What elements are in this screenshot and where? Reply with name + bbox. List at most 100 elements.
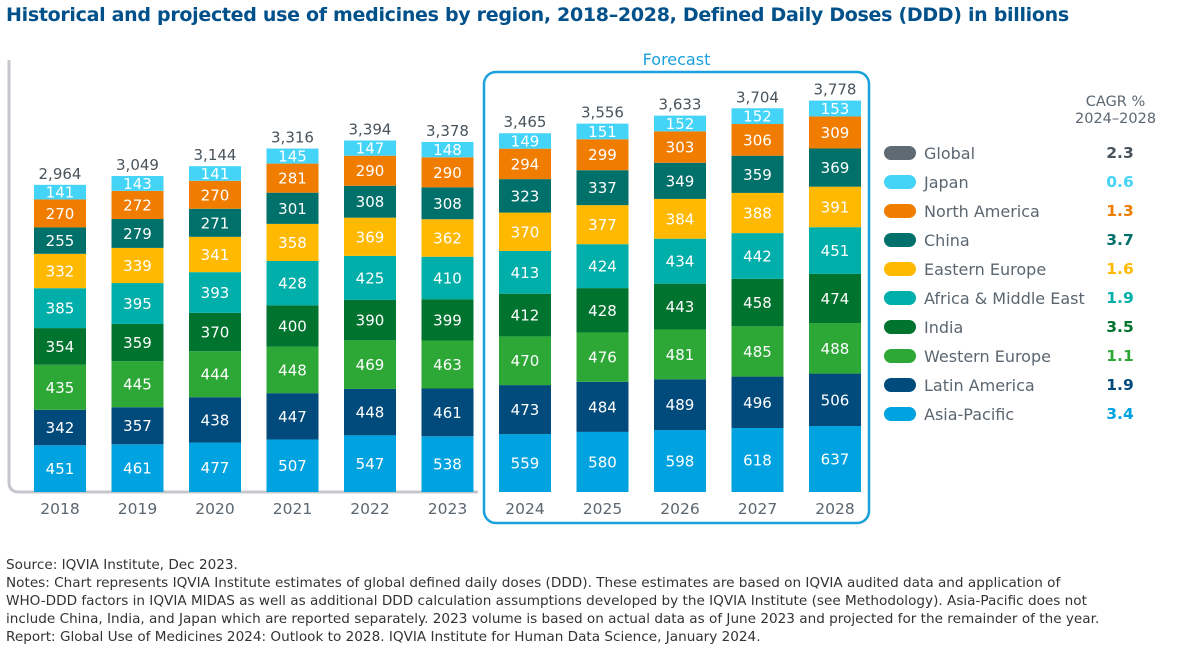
segment-label: 470: [511, 352, 540, 370]
bar-segment-asia-pacific: [111, 444, 164, 492]
segment-label: 270: [201, 186, 230, 204]
bar-segment-japan: [576, 123, 629, 140]
bar-segment-china: [421, 187, 474, 220]
segment-label: 451: [821, 242, 850, 260]
x-tick-label: 2020: [195, 500, 234, 518]
bar-segment-latin-america: [111, 407, 164, 445]
legend-item: Asia-Pacific 3.4: [884, 404, 1180, 424]
cagr-value: 1.3: [1106, 202, 1134, 220]
bar-segment-china: [111, 219, 164, 248]
segment-label: 412: [511, 307, 540, 325]
segment-label: 448: [356, 404, 385, 422]
bar-segment-north-america: [809, 116, 861, 149]
bar-segment-japan: [111, 176, 164, 191]
segment-label: 474: [821, 290, 850, 308]
bar-segment-africa-middle-east: [111, 283, 164, 324]
segment-label: 481: [666, 346, 695, 364]
segment-label: 390: [356, 312, 385, 330]
bar-segment-latin-america: [421, 388, 474, 437]
forecast-box: [482, 70, 871, 525]
total-label: 3,778: [814, 81, 857, 99]
bar-segment-japan: [731, 108, 784, 125]
cagr-value: 2.3: [1106, 144, 1134, 162]
bar-segment-north-america: [731, 124, 784, 156]
legend-swatch: [884, 349, 916, 363]
segment-label: 290: [356, 162, 385, 180]
legend-item: Latin America 1.9: [884, 375, 1180, 395]
bar-segment-japan: [34, 184, 86, 200]
bar-segment-western-europe: [731, 326, 784, 377]
segment-label: 444: [201, 366, 230, 384]
bar-segment-china: [654, 162, 706, 199]
segment-label: 388: [743, 205, 772, 223]
segment-label: 358: [278, 234, 307, 252]
bar-segment-asia-pacific: [576, 431, 629, 492]
bar-segment-north-america: [344, 155, 396, 186]
segment-label: 294: [511, 155, 540, 173]
legend-swatch: [884, 262, 916, 276]
legend-item: Global 2.3: [884, 143, 1180, 163]
legend-swatch: [884, 407, 916, 421]
bar-segment-eastern-europe: [654, 198, 706, 239]
segment-label: 323: [511, 187, 540, 205]
stacked-bar-chart: Forecast4513424353543853322552701412,964…: [7, 50, 871, 525]
bar-segment-latin-america: [34, 409, 86, 446]
total-label: 3,378: [426, 122, 469, 140]
segment-label: 339: [123, 257, 152, 275]
segment-label: 377: [588, 216, 617, 234]
segment-label: 147: [356, 140, 385, 158]
bar-segment-western-europe: [809, 323, 861, 374]
bar-segment-india: [189, 312, 241, 352]
segment-label: 538: [433, 456, 462, 474]
segment-label: 477: [201, 459, 230, 477]
bar-segment-north-america: [576, 139, 629, 171]
segment-label: 301: [278, 200, 307, 218]
bar-segment-asia-pacific: [421, 436, 474, 492]
bar-segment-western-europe: [266, 346, 319, 394]
bar-segment-china: [499, 179, 551, 213]
segment-label: 290: [433, 164, 462, 182]
segment-label: 369: [821, 159, 850, 177]
legend-label: Asia-Pacific: [924, 404, 1015, 424]
segment-label: 279: [123, 225, 152, 243]
legend-item: Western Europe 1.1: [884, 346, 1180, 366]
legend-item: China 3.7: [884, 230, 1180, 250]
bar-segment-eastern-europe: [421, 219, 474, 257]
legend-swatch: [884, 320, 916, 334]
notes-line: Notes: Chart represents IQVIA Institute …: [6, 575, 1061, 591]
segment-label: 359: [123, 334, 152, 352]
segment-label: 473: [511, 401, 540, 419]
legend-label: China: [924, 230, 970, 250]
bar-segment-asia-pacific: [344, 435, 396, 492]
bar-segment-north-america: [111, 190, 164, 220]
segment-label: 461: [433, 404, 462, 422]
segment-label: 308: [433, 195, 462, 213]
bar-segment-eastern-europe: [34, 253, 86, 289]
segment-label: 357: [123, 417, 152, 435]
segment-label: 547: [356, 455, 385, 473]
segment-label: 428: [588, 302, 617, 320]
segment-label: 507: [278, 457, 307, 475]
segment-label: 410: [433, 269, 462, 287]
segment-label: 341: [201, 246, 230, 264]
bar-segment-eastern-europe: [499, 212, 551, 251]
notes-line: include China, India, and Japan which ar…: [6, 611, 1100, 627]
legend-label: Latin America: [924, 375, 1035, 395]
legend-swatch: [884, 146, 916, 160]
bar-segment-africa-middle-east: [421, 256, 474, 300]
bar-segment-latin-america: [576, 381, 629, 432]
segment-label: 271: [201, 214, 230, 232]
segment-label: 438: [201, 411, 230, 429]
segment-label: 425: [356, 269, 385, 287]
cagr-header: CAGR % 2024–2028: [1075, 94, 1156, 128]
report-note: Report: Global Use of Medicines 2024: Ou…: [6, 629, 761, 645]
bar-segment-latin-america: [731, 376, 784, 428]
bar-segment-asia-pacific: [189, 442, 241, 492]
legend-label: Eastern Europe: [924, 259, 1047, 279]
total-label: 3,316: [271, 129, 314, 147]
segment-label: 424: [588, 258, 617, 276]
forecast-label: Forecast: [643, 50, 711, 69]
bar-segment-india: [576, 288, 629, 333]
total-label: 3,394: [349, 120, 392, 138]
bar-segment-western-europe: [344, 340, 396, 389]
